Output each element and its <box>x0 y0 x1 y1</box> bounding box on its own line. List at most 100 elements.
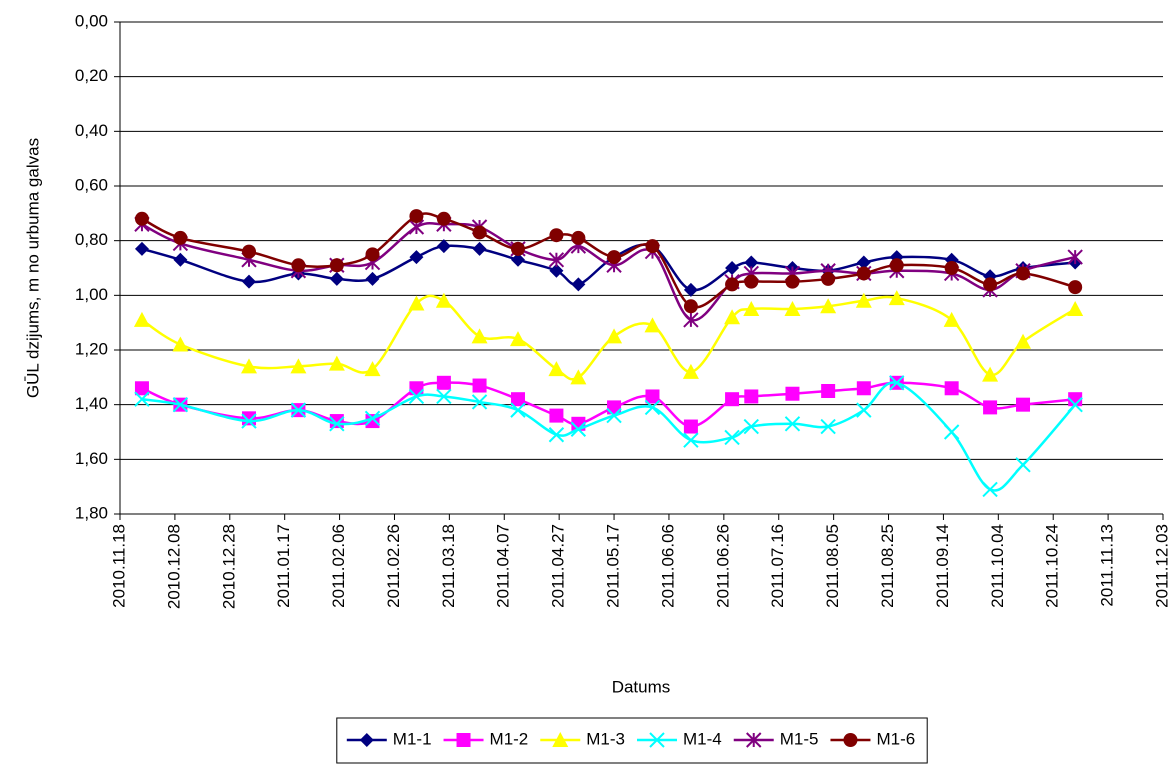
marker <box>725 261 740 275</box>
marker <box>134 241 149 256</box>
marker <box>571 230 586 245</box>
marker <box>644 399 661 416</box>
marker <box>606 328 623 344</box>
marker <box>888 290 905 306</box>
marker <box>889 258 904 273</box>
legend-label: M1-6 <box>876 729 915 748</box>
y-tick-label: 1,60 <box>75 449 108 468</box>
marker <box>606 407 622 424</box>
marker <box>943 424 960 440</box>
marker <box>549 228 564 243</box>
marker <box>549 408 564 423</box>
marker <box>982 366 999 382</box>
marker <box>785 274 800 289</box>
marker <box>241 358 258 374</box>
marker <box>856 266 871 281</box>
x-axis-title: Datums <box>612 677 671 696</box>
marker <box>472 225 487 240</box>
marker <box>172 396 189 413</box>
marker <box>784 416 801 432</box>
marker <box>291 258 306 273</box>
marker <box>548 427 565 443</box>
marker <box>1016 397 1031 412</box>
marker <box>570 369 587 385</box>
marker <box>725 277 740 292</box>
legend-label: M1-5 <box>780 729 819 748</box>
y-tick-label: 0,00 <box>75 11 108 30</box>
marker <box>820 298 837 314</box>
marker <box>172 336 189 352</box>
marker <box>983 400 998 415</box>
marker <box>436 375 451 390</box>
legend-label: M1-2 <box>490 729 529 748</box>
marker <box>510 392 525 407</box>
marker <box>548 361 565 377</box>
marker <box>549 263 564 278</box>
marker <box>856 402 872 418</box>
marker <box>1068 392 1083 407</box>
marker <box>785 386 800 401</box>
marker <box>1015 333 1032 349</box>
marker <box>943 311 960 327</box>
x-tick-label: 2011.09.14 <box>933 524 952 608</box>
marker <box>133 311 150 327</box>
x-tick-label: 2011.05.17 <box>604 524 623 608</box>
marker <box>1068 280 1083 295</box>
marker <box>1067 301 1084 316</box>
marker <box>409 250 424 265</box>
marker <box>645 389 660 404</box>
marker <box>856 255 871 270</box>
x-tick-label: 2010.12.28 <box>219 524 238 609</box>
y-axis-title: GŪL dzijums, m no urbuma galvas <box>23 138 42 398</box>
marker <box>329 271 344 286</box>
marker <box>409 381 424 396</box>
x-tick-label: 2011.03.18 <box>439 524 458 608</box>
marker <box>784 301 801 316</box>
marker <box>607 400 622 415</box>
marker <box>134 391 150 407</box>
y-tick-label: 0,40 <box>75 121 108 140</box>
marker <box>683 432 699 448</box>
x-tick-label: 2010.12.08 <box>164 524 183 609</box>
marker <box>983 277 998 292</box>
series <box>134 216 1083 328</box>
marker <box>856 381 871 396</box>
marker <box>329 258 344 273</box>
marker <box>1067 249 1083 265</box>
y-tick-label: 0,80 <box>75 230 108 249</box>
marker <box>743 301 760 316</box>
marker <box>982 481 998 498</box>
x-tick-label: 2011.12.03 <box>1152 524 1171 608</box>
x-tick-label: 2011.02.26 <box>384 524 403 608</box>
x-tick-label: 2011.01.17 <box>274 524 293 608</box>
marker <box>364 410 381 427</box>
x-tick-label: 2011.08.05 <box>823 524 842 608</box>
marker <box>173 230 188 245</box>
marker <box>843 733 858 747</box>
marker <box>552 732 569 747</box>
marker <box>242 411 257 426</box>
line <box>141 294 1076 381</box>
marker <box>1016 266 1031 281</box>
marker <box>683 282 698 297</box>
marker <box>510 241 525 256</box>
marker <box>725 392 740 407</box>
legend-box <box>336 717 928 764</box>
marker <box>744 255 759 270</box>
marker <box>1067 396 1083 413</box>
marker <box>242 274 257 289</box>
legend-label: M1-4 <box>683 729 722 748</box>
marker <box>365 247 380 262</box>
marker <box>821 271 836 286</box>
marker <box>471 394 488 410</box>
marker <box>290 402 307 418</box>
marker <box>365 271 380 286</box>
marker <box>436 388 452 405</box>
marker <box>607 250 622 265</box>
series <box>134 375 1083 498</box>
marker <box>548 252 565 268</box>
marker <box>746 732 762 748</box>
x-tick-label: 2011.06.06 <box>658 524 677 608</box>
marker <box>328 355 345 371</box>
